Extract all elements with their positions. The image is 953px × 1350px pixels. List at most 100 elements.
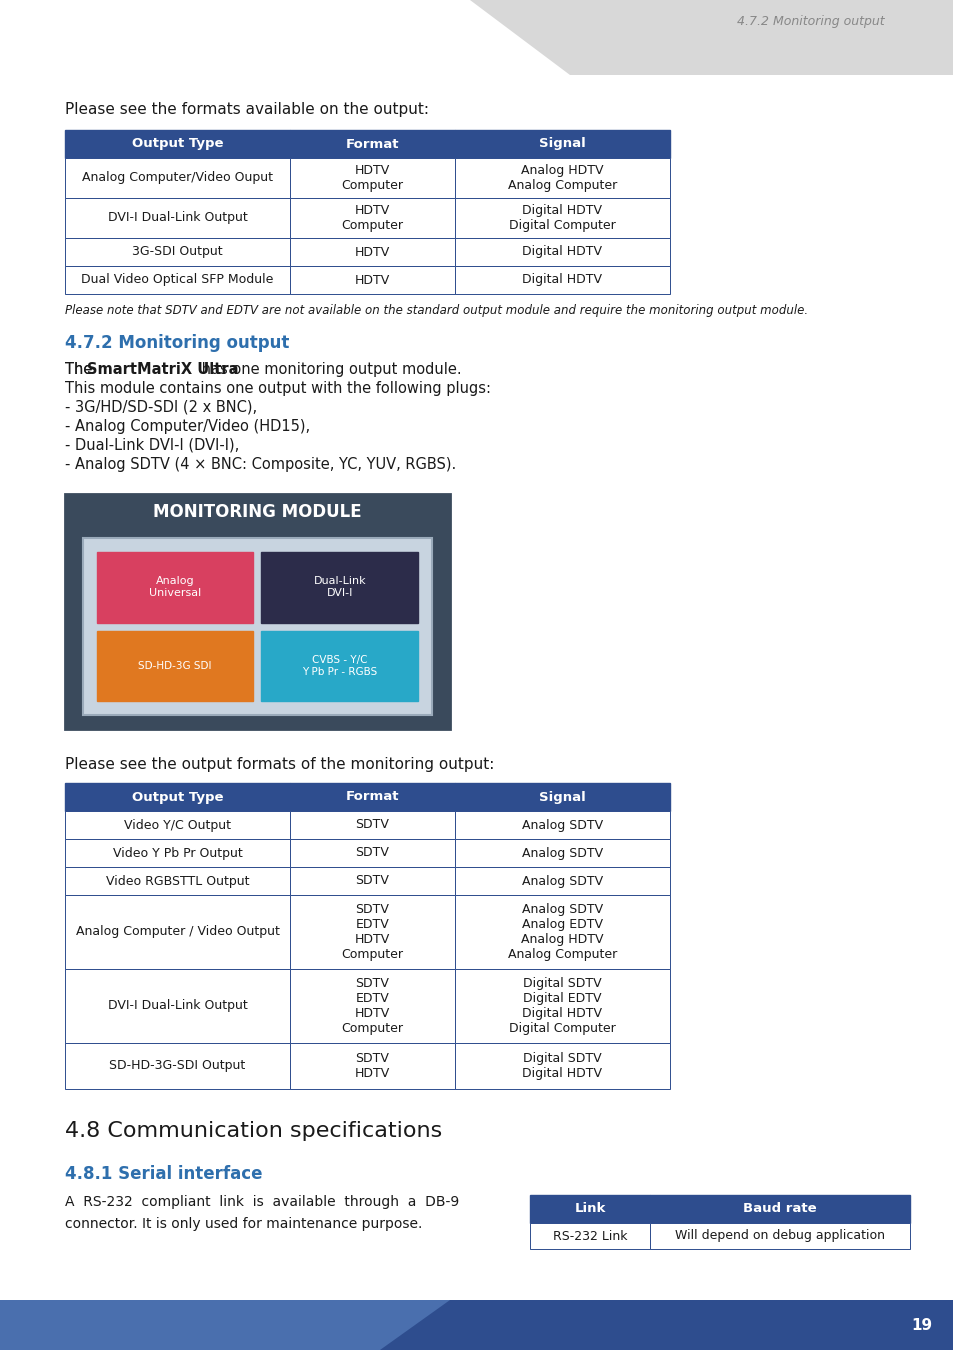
Bar bbox=[290, 811, 455, 838]
Text: SDTV
EDTV
HDTV
Computer: SDTV EDTV HDTV Computer bbox=[341, 977, 403, 1035]
Text: - Analog Computer/Video (HD15),: - Analog Computer/Video (HD15), bbox=[65, 418, 310, 433]
Bar bbox=[65, 198, 290, 238]
Text: 4.7.2 Monitoring output: 4.7.2 Monitoring output bbox=[65, 333, 289, 352]
Bar bbox=[455, 838, 669, 867]
Text: Analog Computer / Video Output: Analog Computer / Video Output bbox=[75, 926, 279, 938]
Bar bbox=[0, 1300, 953, 1350]
Text: SDTV: SDTV bbox=[355, 875, 389, 887]
Bar bbox=[290, 198, 455, 238]
Text: Please see the output formats of the monitoring output:: Please see the output formats of the mon… bbox=[65, 757, 494, 772]
Bar bbox=[455, 238, 669, 266]
Text: HDTV
Computer: HDTV Computer bbox=[341, 163, 403, 192]
Bar bbox=[290, 238, 455, 266]
Text: 3G-SDI Output: 3G-SDI Output bbox=[132, 246, 223, 258]
Text: - 3G/HD/SD-SDI (2 x BNC),: - 3G/HD/SD-SDI (2 x BNC), bbox=[65, 400, 257, 414]
Bar bbox=[455, 969, 669, 1044]
Bar bbox=[65, 838, 290, 867]
Bar bbox=[455, 783, 669, 811]
Text: SDTV
EDTV
HDTV
Computer: SDTV EDTV HDTV Computer bbox=[341, 903, 403, 961]
Bar bbox=[65, 783, 290, 811]
Bar bbox=[455, 198, 669, 238]
Bar bbox=[649, 1223, 909, 1249]
Bar bbox=[649, 1195, 909, 1223]
Bar bbox=[65, 158, 290, 198]
Text: SDTV: SDTV bbox=[355, 818, 389, 832]
Text: Analog
Universal: Analog Universal bbox=[149, 576, 201, 598]
Bar bbox=[261, 552, 417, 622]
Text: Please see the formats available on the output:: Please see the formats available on the … bbox=[65, 103, 429, 117]
Text: RS-232 Link: RS-232 Link bbox=[552, 1230, 626, 1242]
Bar bbox=[65, 811, 290, 838]
Bar bbox=[65, 895, 290, 969]
Text: The: The bbox=[65, 362, 97, 377]
Text: Digital HDTV: Digital HDTV bbox=[522, 274, 602, 286]
Text: Video RGBSTTL Output: Video RGBSTTL Output bbox=[106, 875, 249, 887]
Text: Digital SDTV
Digital HDTV: Digital SDTV Digital HDTV bbox=[522, 1052, 602, 1080]
Text: This module contains one output with the following plugs:: This module contains one output with the… bbox=[65, 381, 491, 396]
Bar bbox=[65, 238, 290, 266]
Text: HDTV: HDTV bbox=[355, 246, 390, 258]
Bar bbox=[455, 1044, 669, 1089]
Text: DVI-I Dual-Link Output: DVI-I Dual-Link Output bbox=[108, 212, 247, 224]
Text: 19: 19 bbox=[910, 1318, 932, 1332]
Bar bbox=[65, 266, 290, 294]
Bar bbox=[97, 552, 253, 622]
Text: HDTV
Computer: HDTV Computer bbox=[341, 204, 403, 232]
Bar bbox=[455, 811, 669, 838]
Text: 4.8 Communication specifications: 4.8 Communication specifications bbox=[65, 1120, 442, 1141]
Bar bbox=[0, 0, 953, 76]
Bar bbox=[530, 1223, 649, 1249]
Text: Analog SDTV: Analog SDTV bbox=[521, 818, 602, 832]
Bar bbox=[530, 1195, 649, 1223]
Text: has one monitoring output module.: has one monitoring output module. bbox=[196, 362, 461, 377]
Bar bbox=[290, 1044, 455, 1089]
Text: HDTV: HDTV bbox=[355, 274, 390, 286]
Text: Video Y/C Output: Video Y/C Output bbox=[124, 818, 231, 832]
Text: Analog SDTV: Analog SDTV bbox=[521, 846, 602, 860]
Text: - Dual-Link DVI-I (DVI-I),: - Dual-Link DVI-I (DVI-I), bbox=[65, 437, 239, 454]
Text: Signal: Signal bbox=[538, 791, 585, 803]
Text: Dual Video Optical SFP Module: Dual Video Optical SFP Module bbox=[81, 274, 274, 286]
Bar bbox=[65, 969, 290, 1044]
Bar bbox=[455, 895, 669, 969]
Text: Format: Format bbox=[345, 138, 399, 150]
Bar bbox=[261, 630, 417, 701]
Text: Analog SDTV: Analog SDTV bbox=[521, 875, 602, 887]
Text: Dual-Link
DVI-I: Dual-Link DVI-I bbox=[314, 576, 366, 598]
Bar bbox=[83, 539, 432, 716]
Text: DVI-I Dual-Link Output: DVI-I Dual-Link Output bbox=[108, 999, 247, 1012]
Text: CVBS - Y/C
Y Pb Pr - RGBS: CVBS - Y/C Y Pb Pr - RGBS bbox=[302, 655, 377, 676]
Bar bbox=[455, 867, 669, 895]
Bar bbox=[455, 130, 669, 158]
Bar bbox=[455, 266, 669, 294]
Text: Link: Link bbox=[574, 1203, 605, 1215]
Bar bbox=[290, 895, 455, 969]
Text: Digital SDTV
Digital EDTV
Digital HDTV
Digital Computer: Digital SDTV Digital EDTV Digital HDTV D… bbox=[509, 977, 616, 1035]
Bar bbox=[65, 1044, 290, 1089]
Bar bbox=[290, 130, 455, 158]
Text: A  RS-232  compliant  link  is  available  through  a  DB-9: A RS-232 compliant link is available thr… bbox=[65, 1195, 458, 1210]
Text: Analog SDTV
Analog EDTV
Analog HDTV
Analog Computer: Analog SDTV Analog EDTV Analog HDTV Anal… bbox=[507, 903, 617, 961]
Text: Video Y Pb Pr Output: Video Y Pb Pr Output bbox=[112, 846, 242, 860]
Text: Analog Computer/Video Ouput: Analog Computer/Video Ouput bbox=[82, 171, 273, 185]
Text: SmartMatriX Ultra: SmartMatriX Ultra bbox=[87, 362, 238, 377]
Text: SD-HD-3G SDI: SD-HD-3G SDI bbox=[138, 660, 212, 671]
Text: Analog HDTV
Analog Computer: Analog HDTV Analog Computer bbox=[507, 163, 617, 192]
Bar bbox=[65, 867, 290, 895]
Text: Signal: Signal bbox=[538, 138, 585, 150]
Text: MONITORING MODULE: MONITORING MODULE bbox=[153, 504, 361, 521]
Bar bbox=[455, 158, 669, 198]
Bar bbox=[290, 969, 455, 1044]
Text: 4.8.1 Serial interface: 4.8.1 Serial interface bbox=[65, 1165, 262, 1183]
Text: The: The bbox=[65, 362, 97, 377]
Bar bbox=[290, 266, 455, 294]
Text: Format: Format bbox=[345, 791, 399, 803]
Text: Digital HDTV: Digital HDTV bbox=[522, 246, 602, 258]
Text: Output Type: Output Type bbox=[132, 138, 223, 150]
Bar bbox=[65, 130, 290, 158]
Bar bbox=[65, 494, 450, 729]
Polygon shape bbox=[0, 0, 569, 76]
Text: Please note that SDTV and EDTV are not available on the standard output module a: Please note that SDTV and EDTV are not a… bbox=[65, 304, 807, 317]
Text: Baud rate: Baud rate bbox=[742, 1203, 816, 1215]
Bar bbox=[97, 630, 253, 701]
